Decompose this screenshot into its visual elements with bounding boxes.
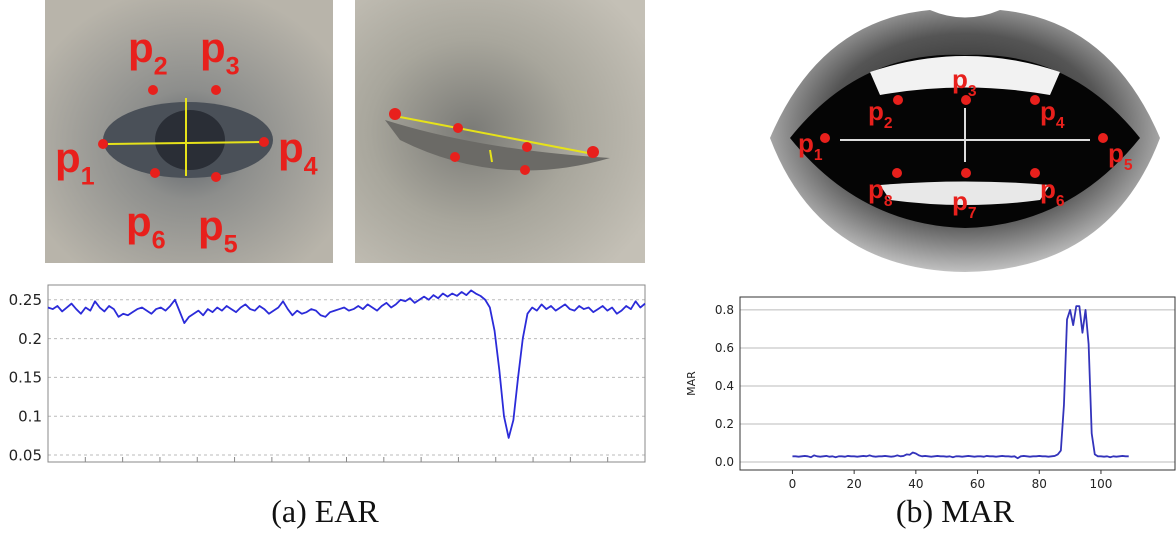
landmark-label: p3 [200,24,240,81]
landmark-index: 5 [224,231,238,259]
landmark-label: p1 [55,134,95,191]
landmark-letter: p [868,174,884,204]
landmark-index: 4 [304,153,318,181]
landmark-label: p6 [1040,174,1065,210]
y-axis-label: MAR [685,371,698,396]
eye-open-image [45,0,333,263]
x-tick-label: 100 [1090,477,1113,491]
landmark-label: p4 [1040,96,1065,132]
landmark-label: p2 [868,96,893,132]
landmark-index: 6 [1056,193,1065,210]
x-tick-label: 80 [1032,477,1047,491]
landmark-letter: p [1040,174,1056,204]
y-tick-label: 0.2 [715,417,734,431]
landmark-label: p2 [128,24,168,81]
landmark-index: 1 [81,163,95,191]
x-tick-label: 20 [847,477,862,491]
caption: (b) MAR [896,493,1015,529]
landmark-index: 7 [968,205,977,222]
landmark-letter: p [128,24,154,71]
landmark-label: p1 [798,128,823,164]
landmark-index: 2 [884,115,893,132]
landmark-letter: p [1040,96,1056,126]
landmark-label: p6 [126,198,166,255]
landmark-label: p7 [952,186,977,222]
landmark-index: 3 [226,53,240,81]
landmark-letter: p [126,198,152,245]
y-tick-label: 0.05 [9,446,42,464]
landmark-label: p5 [198,202,238,259]
y-tick-label: 0.15 [9,369,42,387]
y-tick-label: 0.1 [18,407,42,425]
landmark-letter: p [198,202,224,249]
landmark-letter: p [952,186,968,216]
y-tick-label: 0.8 [715,303,734,317]
landmark-index: 1 [814,147,823,164]
x-tick-label: 0 [789,477,797,491]
landmark-index: 5 [1124,157,1133,174]
eye-closed-image [355,0,645,263]
landmark-label: p3 [952,64,977,100]
landmark-letter: p [868,96,884,126]
landmark-label: p4 [278,124,318,181]
landmark-index: 3 [968,83,977,100]
landmark-letter: p [200,24,226,71]
x-tick-label: 60 [970,477,985,491]
y-tick-label: 0.4 [715,379,734,393]
x-tick-label: 40 [908,477,923,491]
data-line [47,289,646,439]
caption: (a) EAR [271,493,379,529]
landmark-index: 6 [152,227,166,255]
landmark-letter: p [55,134,81,181]
landmark-letter: p [278,124,304,171]
y-tick-label: 0.25 [9,291,42,309]
landmark-letter: p [952,64,968,94]
plot-frame [739,296,1176,471]
y-tick-label: 0.6 [715,341,734,355]
landmark-letter: p [1108,138,1124,168]
landmark-label: p8 [868,174,893,210]
plot-frame [47,284,646,463]
y-tick-label: 0.2 [18,330,42,348]
landmark-label: p5 [1108,138,1133,174]
landmark-index: 2 [154,53,168,81]
landmark-letter: p [798,128,814,158]
data-line [792,305,1129,460]
y-tick-label: 0.0 [715,455,734,469]
landmark-index: 4 [1056,115,1065,132]
mouth-image [770,10,1160,272]
landmark-index: 8 [884,193,893,210]
